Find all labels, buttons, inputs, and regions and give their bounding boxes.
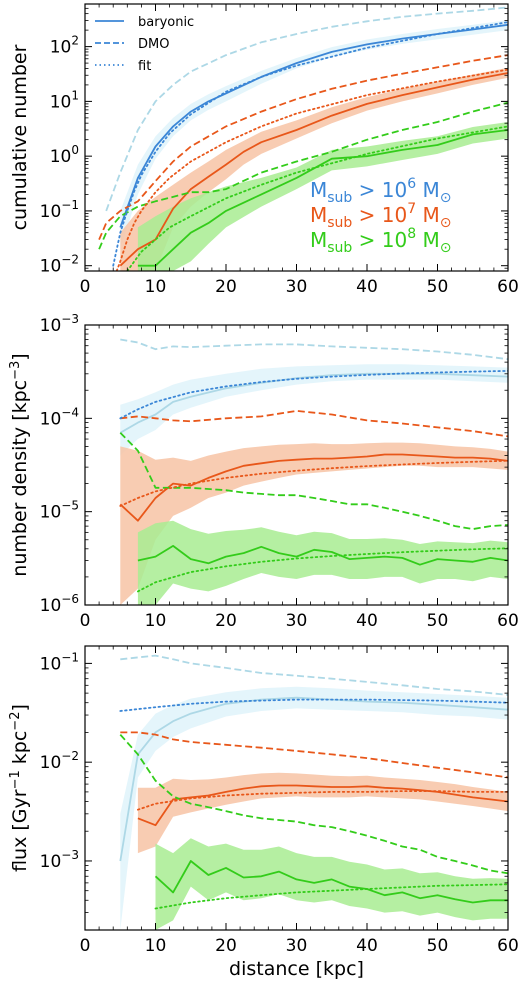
panel-number-density-lines [119, 338, 508, 593]
cumulative-ytick-label: 100 [50, 143, 79, 167]
flux-line-dmo-green [119, 734, 508, 875]
flux-xtick-label: 0 [80, 936, 91, 956]
number-density-xtick-label: 0 [80, 611, 91, 631]
cumulative-xtick-label: 20 [215, 277, 237, 297]
number-density-xtick-label: 60 [497, 611, 519, 631]
number-density-xtick-label: 20 [215, 611, 237, 631]
number-density-line-dmo-orange [120, 410, 508, 438]
cumulative-line-baryonic-orange [119, 72, 508, 267]
flux-line-fit-green [154, 883, 508, 910]
flux-line-fit-orange [137, 790, 508, 811]
panel-cumulative: 0 10 20 30 40 50 60 10−2 10−1 100 101 102 cumulativ… [9, 3, 519, 297]
panel-cumulative-axes: 0 10 20 30 40 50 60 10−2 10−1 100 101 102 [40, 3, 519, 297]
panel-flux: 0 10 20 30 40 50 60 10−3 10−2 10−1 flux [Gyr−1 kp… [8, 645, 519, 980]
flux-ytick-label: 10−3 [40, 848, 79, 872]
cumulative-line-dmo-blue_light [105, 6, 508, 212]
y-axis-title-cumulative: cumulative number [9, 44, 31, 230]
panel-number-density: 0 10 20 30 40 50 60 10−6 10−5 10−4 10−3 number den… [8, 312, 519, 631]
panel-cumulative-bands [120, 20, 508, 271]
number-density-ytick-label: 10−5 [40, 499, 79, 523]
panel-cumulative-lines [98, 6, 508, 271]
annotation-msub-1e7: Msub > 107 M⊙ [310, 201, 452, 231]
number-density-band-green [137, 520, 508, 605]
panel-number-density-axes: 0 10 20 30 40 50 60 10−6 10−5 10−4 10−3 [40, 312, 519, 631]
cumulative-xtick-label: 50 [427, 277, 449, 297]
cumulative-xtick-label: 0 [80, 277, 91, 297]
number-density-band-orange [120, 442, 508, 605]
cumulative-xtick-label: 40 [356, 277, 378, 297]
cumulative-ytick-label: 10−1 [40, 198, 79, 222]
number-density-line-fit-blue [119, 370, 508, 420]
cumulative-xtick-label: 60 [497, 277, 519, 297]
annotation-msub-1e8: Msub > 108 M⊙ [310, 226, 452, 256]
x-axis-title: distance [kpc] [229, 958, 364, 980]
legend-baryonic-label: baryonic [138, 15, 194, 30]
cumulative-line-fit-blue [112, 21, 508, 267]
flux-xtick-label: 50 [427, 936, 449, 956]
flux-xtick-label: 60 [497, 936, 519, 956]
cumulative-xtick-label: 10 [145, 277, 167, 297]
flux-line-fit-blue [119, 698, 508, 712]
flux-band-blue_light [120, 686, 508, 930]
cumulative-ytick-label: 10−2 [40, 253, 79, 277]
flux-xtick-label: 20 [215, 936, 237, 956]
cumulative-ytick-label: 101 [50, 88, 79, 112]
number-density-line-dmo-blue_light [120, 338, 508, 361]
flux-line-baryonic-blue_light [119, 696, 508, 862]
number-density-line-baryonic-green [137, 545, 508, 566]
cumulative-line-fit-orange [115, 68, 508, 271]
panel-flux-axes: 0 10 20 30 40 50 60 10−3 10−2 10−1 [40, 645, 519, 956]
panel-flux-bands [120, 686, 508, 930]
y-axis-title-number-density: number density [kpc−3] [8, 353, 31, 576]
flux-xtick-label: 10 [145, 936, 167, 956]
number-density-ytick-label: 10−3 [40, 312, 79, 336]
flux-line-dmo-blue_light [120, 654, 508, 696]
number-density-band-blue_light [120, 364, 508, 456]
cumulative-ytick-label: 102 [50, 34, 79, 58]
flux-band-green [155, 838, 508, 930]
flux-ytick-label: 10−1 [40, 650, 79, 674]
number-density-line-dmo-green [119, 432, 508, 530]
cumulative-band-green [137, 122, 508, 271]
flux-xtick-label: 30 [286, 936, 308, 956]
flux-line-baryonic-orange [137, 784, 508, 827]
number-density-xtick-label: 50 [427, 611, 449, 631]
number-density-line-fit-green [137, 547, 508, 593]
annotation-msub-1e6: Msub > 106 M⊙ [310, 176, 452, 206]
flux-line-dmo-orange [120, 731, 508, 779]
panel-flux-lines [119, 654, 508, 910]
number-density-line-fit-orange [119, 459, 508, 507]
y-axis-title-flux: flux [Gyr−1 kpc−2] [8, 704, 31, 872]
number-density-xtick-label: 10 [145, 611, 167, 631]
cumulative-line-dmo-green [98, 101, 508, 250]
flux-xtick-label: 40 [356, 936, 378, 956]
cumulative-line-baryonic-green [137, 129, 508, 267]
number-density-ytick-label: 10−6 [40, 592, 79, 616]
flux-ytick-label: 10−2 [40, 749, 79, 773]
cumulative-line-fit-green [126, 125, 508, 271]
legend: baryonic DMO fit [95, 15, 194, 74]
cumulative-xtick-label: 30 [286, 277, 308, 297]
legend-dmo-label: DMO [138, 37, 169, 52]
annotation-mass-cuts: Msub > 106 M⊙ Msub > 107 M⊙ Msub > 108 M… [310, 176, 452, 256]
flux-band-orange [137, 772, 508, 854]
number-density-xtick-label: 30 [286, 611, 308, 631]
flux-line-baryonic-green [154, 860, 508, 904]
legend-fit-label: fit [138, 59, 151, 74]
number-density-xtick-label: 40 [356, 611, 378, 631]
number-density-ytick-label: 10−4 [40, 405, 79, 429]
